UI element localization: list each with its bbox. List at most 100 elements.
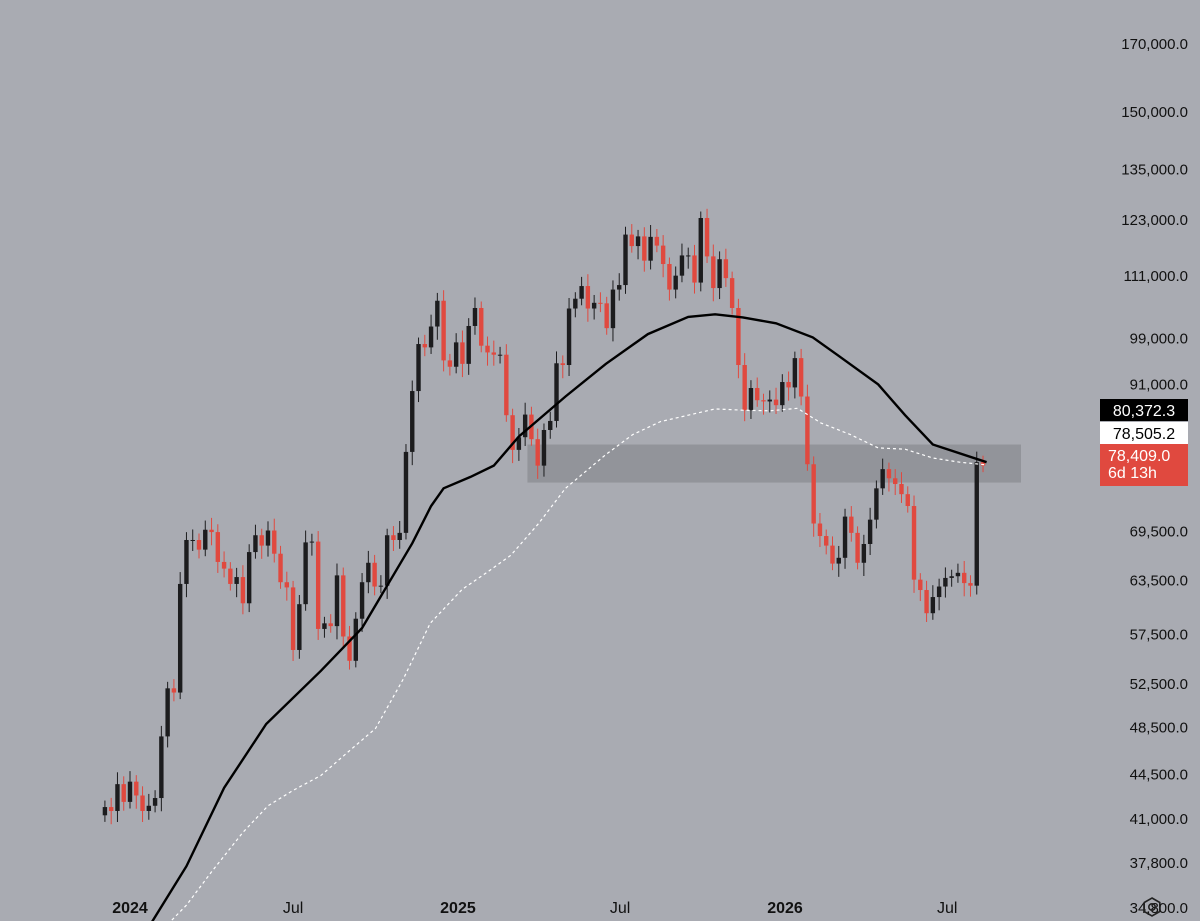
candle bbox=[767, 390, 772, 413]
y-tick-label: 41,000.0 bbox=[1130, 811, 1188, 828]
candle bbox=[410, 380, 415, 466]
candle bbox=[817, 512, 823, 548]
candle bbox=[560, 355, 565, 379]
candle bbox=[585, 274, 591, 322]
bar-countdown: 6d 13h bbox=[1108, 465, 1157, 482]
candle bbox=[127, 771, 133, 809]
price-label-last: 78,409.0 6d 13h bbox=[1100, 444, 1188, 486]
candle bbox=[341, 567, 346, 648]
candle bbox=[184, 532, 189, 598]
candle bbox=[359, 573, 365, 632]
candle bbox=[566, 297, 572, 377]
candle bbox=[798, 348, 804, 406]
candle bbox=[303, 530, 308, 611]
candle bbox=[140, 786, 145, 822]
candle bbox=[485, 336, 490, 366]
candle bbox=[648, 224, 653, 270]
x-tick-label: Jul bbox=[937, 900, 957, 917]
candle bbox=[918, 573, 923, 602]
candle bbox=[855, 526, 860, 570]
candle bbox=[905, 486, 910, 513]
candle bbox=[428, 314, 434, 354]
y-tick-label: 111,000.0 bbox=[1123, 268, 1188, 285]
candle bbox=[447, 353, 453, 376]
candle bbox=[729, 271, 735, 315]
candle bbox=[134, 775, 139, 809]
candle bbox=[165, 681, 170, 748]
candle bbox=[761, 393, 766, 415]
candle bbox=[372, 554, 377, 596]
candle bbox=[228, 562, 233, 591]
candle bbox=[642, 227, 647, 272]
y-tick-label: 135,000.0 bbox=[1121, 161, 1188, 178]
candle bbox=[497, 346, 503, 364]
candle bbox=[849, 506, 854, 542]
candle bbox=[635, 229, 641, 260]
candle bbox=[466, 318, 471, 375]
candle bbox=[108, 797, 114, 825]
candle bbox=[460, 330, 465, 378]
candle bbox=[441, 290, 446, 372]
candle bbox=[171, 679, 177, 702]
y-tick-label: 57,500.0 bbox=[1130, 627, 1188, 644]
resistance-zone bbox=[527, 444, 1021, 483]
candle bbox=[290, 580, 296, 661]
candle bbox=[711, 244, 716, 302]
short-moving-average-line bbox=[170, 407, 987, 921]
candle bbox=[723, 248, 729, 287]
y-tick-label: 52,500.0 bbox=[1130, 676, 1188, 693]
candle bbox=[435, 292, 440, 340]
candle bbox=[422, 334, 427, 357]
settings-icon[interactable] bbox=[1141, 896, 1163, 918]
candle bbox=[209, 517, 214, 546]
candle bbox=[215, 524, 221, 573]
candle bbox=[397, 521, 402, 549]
candle bbox=[836, 545, 841, 577]
candle bbox=[146, 793, 152, 820]
candle bbox=[955, 563, 961, 583]
candle bbox=[610, 280, 616, 342]
candle bbox=[416, 337, 421, 403]
candle bbox=[203, 520, 208, 557]
candle bbox=[654, 229, 660, 253]
candle bbox=[315, 531, 321, 640]
x-tick-label: Jul bbox=[283, 900, 303, 917]
candle bbox=[221, 551, 227, 578]
candle bbox=[736, 298, 741, 379]
candle bbox=[742, 353, 747, 422]
candle bbox=[660, 235, 666, 278]
candle bbox=[604, 296, 609, 335]
price-axis: 190,000.0170,000.0150,000.0135,000.0123,… bbox=[1121, 36, 1188, 917]
candle bbox=[246, 544, 252, 613]
candle bbox=[861, 534, 867, 577]
y-tick-label: 91,000.0 bbox=[1130, 376, 1188, 393]
candle bbox=[491, 340, 496, 366]
price-label-ma-short: 78,505.2 bbox=[1100, 422, 1188, 444]
candle bbox=[805, 384, 810, 471]
candle bbox=[591, 294, 597, 320]
candle bbox=[899, 472, 904, 503]
candle bbox=[830, 536, 835, 571]
candle bbox=[623, 226, 628, 294]
candle bbox=[679, 243, 685, 283]
candle bbox=[573, 292, 578, 318]
candle bbox=[297, 594, 302, 659]
candle bbox=[824, 529, 829, 555]
candle bbox=[177, 572, 183, 700]
candle bbox=[673, 266, 678, 299]
candle bbox=[234, 567, 239, 598]
candle bbox=[152, 790, 158, 813]
candle bbox=[328, 614, 333, 633]
candle bbox=[949, 569, 954, 587]
last-price-value: 78,409.0 bbox=[1108, 448, 1170, 465]
candle bbox=[366, 550, 371, 594]
candle bbox=[115, 772, 120, 822]
candle bbox=[284, 571, 290, 601]
candle bbox=[479, 301, 484, 353]
candle bbox=[874, 480, 879, 529]
y-tick-label: 37,800.0 bbox=[1130, 855, 1188, 872]
candle bbox=[391, 526, 396, 552]
candle bbox=[309, 533, 315, 556]
candle bbox=[786, 371, 791, 401]
